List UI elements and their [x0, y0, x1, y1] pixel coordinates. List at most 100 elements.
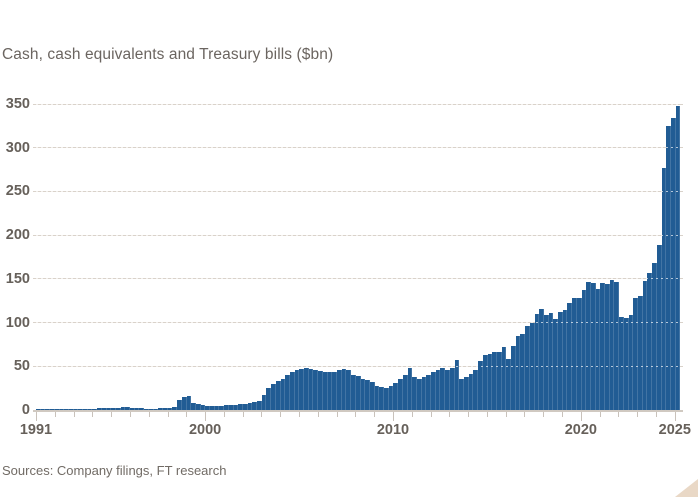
x-tick-2006 [317, 412, 319, 417]
bar-Q4-1994 [106, 407, 112, 410]
bar-Q3-2014 [478, 361, 483, 410]
bar-Q2-2005 [304, 368, 309, 410]
bar-Q4-2010 [407, 368, 413, 410]
bar-Q4-2011 [426, 374, 432, 410]
bar-Q3-1991 [45, 409, 51, 410]
bar-Q4-1991 [50, 409, 55, 410]
bar-Q3-1997 [158, 408, 163, 410]
chart-title: Cash, cash equivalents and Treasury bill… [2, 46, 334, 63]
bar-Q1-2019 [562, 310, 568, 410]
bar-Q1-2004 [280, 378, 286, 410]
x-tick-1997 [148, 412, 150, 417]
bar-Q3-1999 [195, 404, 201, 410]
bar-Q2-1995 [115, 407, 121, 410]
bar-Q1-2017 [525, 325, 530, 410]
bar-Q2-2019 [567, 303, 573, 410]
x-tick-2004 [280, 412, 282, 417]
x-tick-2007 [336, 412, 338, 417]
bar-Q3-2017 [534, 314, 540, 410]
gridline-dots-50 [36, 365, 680, 367]
bar-Q1-2010 [393, 382, 399, 410]
bar-Q1-2009 [374, 385, 380, 410]
bar-Q3-2023 [647, 272, 653, 410]
bar-Q3-2002 [252, 402, 258, 410]
bar-Q3-2019 [572, 297, 577, 410]
bar-Q3-1998 [177, 400, 182, 410]
bar-Q4-2002 [257, 400, 262, 410]
bar-Q4-1997 [162, 408, 168, 410]
bar-Q3-2004 [289, 372, 295, 410]
x-axis-label-2025: 2025 [658, 422, 691, 438]
bar-Q2-2021 [605, 284, 610, 410]
bar-Q1-2023 [638, 295, 643, 410]
bar-Q1-1996 [130, 407, 135, 410]
x-tick-1995 [111, 412, 113, 417]
bar-Q3-1995 [120, 407, 126, 410]
bar-Q1-2002 [242, 403, 248, 410]
bar-Q1-2000 [205, 405, 211, 410]
bar-Q2-2007 [341, 368, 347, 410]
bar-Q4-2006 [332, 371, 337, 410]
bar-Q1-1999 [186, 396, 192, 410]
bar-Q1-2011 [412, 376, 417, 410]
bar-Q4-2018 [558, 312, 563, 410]
bar-Q2-2002 [247, 403, 253, 410]
bar-Q4-2023 [652, 263, 657, 410]
bar-Q4-2009 [388, 385, 394, 410]
x-axis-label-2000: 2000 [188, 422, 222, 438]
bar-Q4-2022 [633, 297, 638, 410]
y-axis-label-150: 150 [5, 270, 30, 287]
bar-Q2-2018 [548, 312, 554, 410]
y-axis-label-300: 300 [5, 139, 30, 156]
bar-Q1-2003 [261, 395, 267, 410]
bar-Q2-2024 [661, 167, 667, 410]
bar-Q3-1992 [64, 409, 69, 410]
bar-series [36, 104, 681, 410]
bar-Q4-2014 [482, 355, 488, 410]
bar-Q2-2004 [285, 375, 290, 410]
bar-Q1-2021 [600, 282, 606, 410]
bar-Q3-2020 [590, 282, 596, 410]
bar-Q4-1992 [68, 408, 74, 410]
bar-Q2-2009 [379, 387, 385, 410]
x-tick-2013 [449, 412, 451, 417]
x-tick-2014 [468, 412, 470, 417]
x-tick-2019 [562, 412, 564, 417]
ft-corner-triangle-icon [675, 479, 698, 497]
gridline-dots-200 [36, 234, 680, 236]
bar-Q3-2008 [365, 379, 370, 410]
y-axis-label-0: 0 [21, 402, 30, 418]
x-tick-2015 [486, 412, 488, 417]
bar-Q2-2016 [511, 346, 516, 410]
bar-Q1-1997 [148, 408, 154, 410]
y-axis-label-50: 50 [13, 358, 30, 375]
bar-Q1-2022 [619, 317, 624, 410]
x-tick-2016 [505, 412, 507, 417]
x-tick-2008 [355, 412, 357, 417]
x-tick-2020 [580, 412, 582, 421]
bar-Q4-1996 [144, 408, 149, 410]
x-tick-2018 [543, 412, 545, 417]
bar-Q2-1997 [153, 408, 159, 410]
x-tick-2012 [430, 412, 432, 417]
x-tick-2025 [674, 412, 676, 421]
x-tick-1992 [54, 412, 56, 417]
bar-Q3-2024 [666, 125, 671, 410]
bar-Q3-2007 [346, 370, 352, 410]
bar-Q2-2022 [623, 317, 629, 410]
y-axis-label-250: 250 [5, 183, 30, 200]
bar-Q2-2013 [454, 360, 460, 410]
gridline-dots-350 [36, 103, 680, 105]
gridline-dots-100 [36, 322, 680, 324]
x-tick-1999 [186, 412, 188, 417]
bar-Q3-2005 [308, 368, 314, 410]
bar-Q1-2013 [449, 368, 455, 410]
bar-Q1-1993 [73, 408, 79, 410]
x-tick-1994 [92, 412, 94, 417]
x-tick-2010 [392, 412, 394, 421]
bar-Q1-1992 [54, 408, 60, 410]
gridline-0 [33, 410, 683, 412]
bar-Q4-2017 [539, 308, 544, 410]
gridline-dots-250 [36, 190, 680, 192]
bar-Q2-2001 [228, 405, 234, 410]
